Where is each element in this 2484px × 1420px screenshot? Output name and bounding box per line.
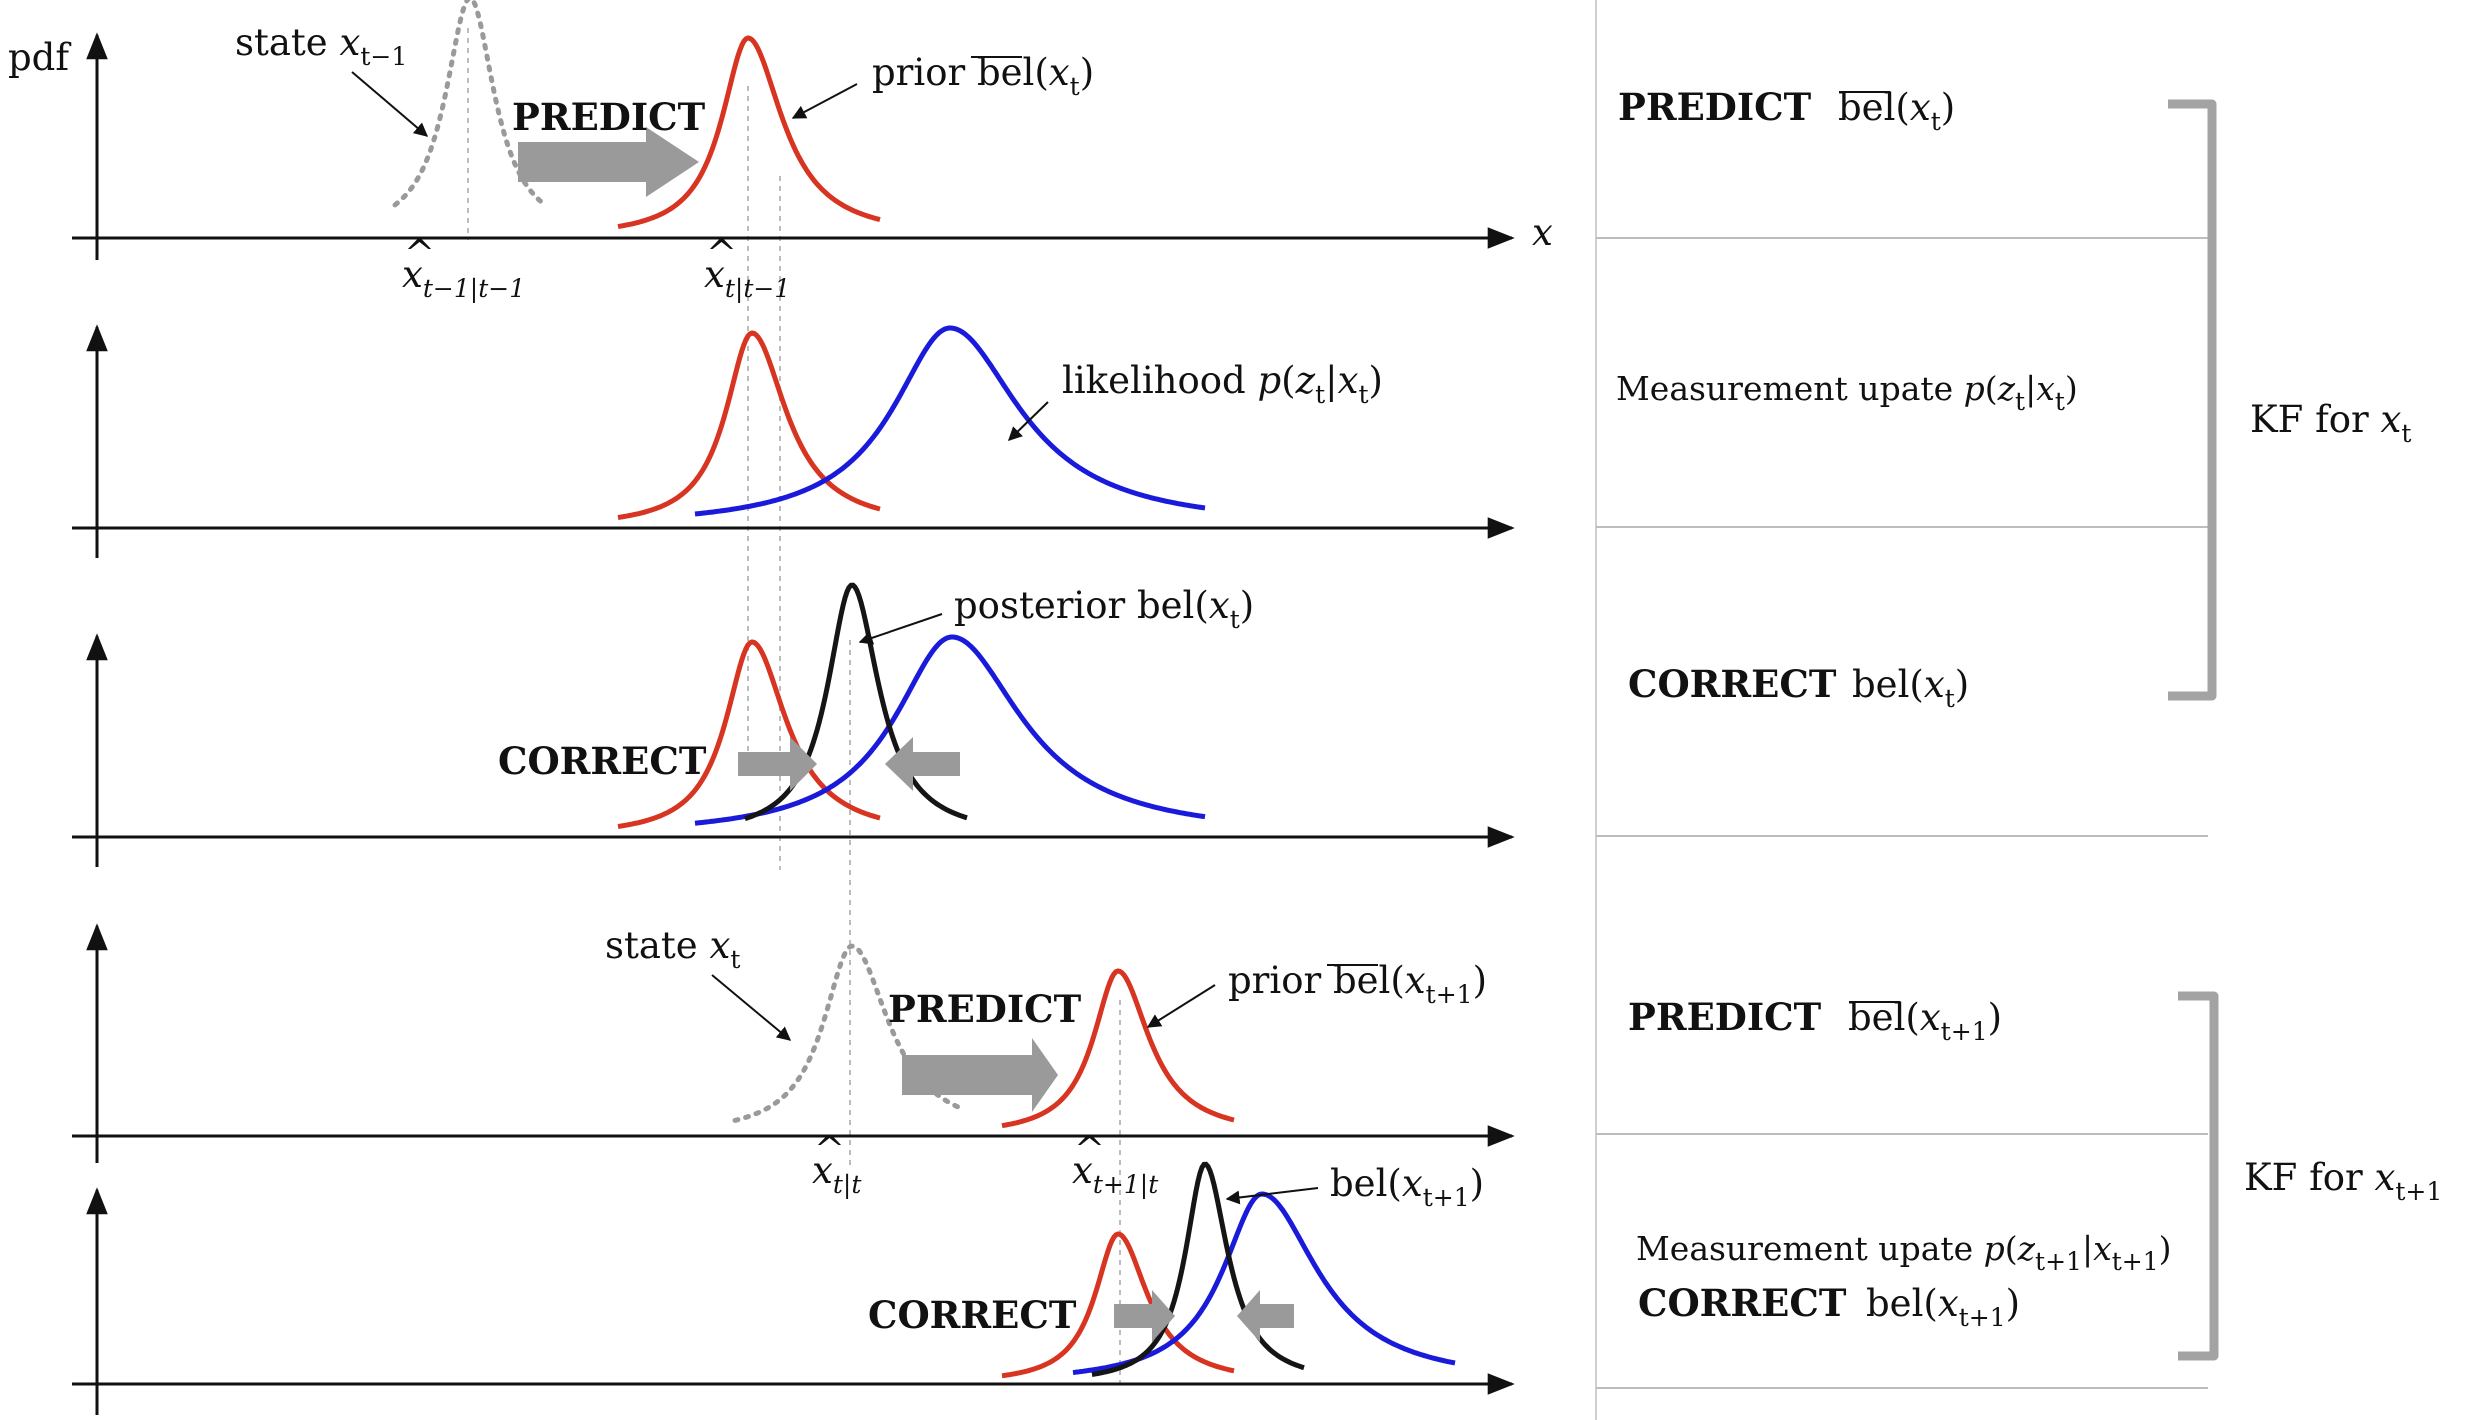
- axes: [72, 32, 1515, 1415]
- prior-curve-panel-3: [617, 639, 881, 829]
- xhat-pred-hat: ^: [706, 232, 737, 275]
- predict-arrow-2: [902, 1038, 1058, 1112]
- posterior-next-curve-panel-5: [1091, 1161, 1305, 1377]
- pointer-state-prev: [351, 71, 429, 137]
- xhat-prev-hat: ^: [404, 232, 435, 275]
- pointer-posterior: [858, 613, 943, 645]
- correct-arrow-left-in-2: [1114, 1290, 1175, 1342]
- guide-lines: [467, 28, 1121, 1390]
- bracket-kf-xt: [2168, 99, 2217, 701]
- pointer-bel-next: [1225, 1187, 1319, 1205]
- pointer-arrows: [351, 71, 1319, 1205]
- state-current-label: state xt: [605, 924, 740, 974]
- right-correct-label: CORRECT: [1628, 662, 1837, 706]
- correct-label-2: CORRECT: [868, 1293, 1077, 1337]
- correct-arrow-right-in-2: [1237, 1290, 1294, 1342]
- correct-arrow-right-in: [885, 737, 960, 791]
- right-measurement-label-2: Measurement upate p(zt+1|xt+1): [1636, 1229, 2171, 1276]
- xhat-next-label: xt+1|t: [1072, 1149, 1159, 1200]
- prior-next-label: prior bel(xt+1): [1228, 959, 1487, 1009]
- xhat-post-label: xt|t: [812, 1149, 862, 1200]
- prior-curve-panel-1: [617, 35, 881, 230]
- curves: [392, 0, 1456, 1379]
- correct-label-1: CORRECT: [498, 739, 707, 783]
- right-correct-bel: bel(xt): [1852, 663, 1969, 713]
- xhat-post-hat: ^: [814, 1128, 845, 1171]
- posterior-label: posterior bel(xt): [954, 584, 1254, 634]
- predict-label-2: PREDICT: [888, 987, 1082, 1031]
- prior-next-curve-panel-5: [1001, 1231, 1235, 1379]
- right-measurement-label: Measurement upate p(zt|xt): [1616, 369, 2078, 416]
- state-prev-label: state xt−1: [235, 21, 407, 71]
- right-predict-bel: bel(xt): [1838, 86, 1955, 136]
- right-correct-label-2: CORRECT: [1638, 1281, 1847, 1325]
- predict-arrow-1: [518, 127, 699, 197]
- gray-arrows: [518, 127, 1294, 1342]
- pointer-likelihood: [1007, 401, 1049, 441]
- x-axis-label: x: [1532, 211, 1553, 254]
- pdf-label: pdf: [8, 36, 71, 79]
- posterior-curve-panel-3: [744, 582, 968, 821]
- likelihood-label: likelihood p(zt|xt): [1062, 359, 1383, 409]
- right-predict-bel-2: bel(xt+1): [1848, 996, 2002, 1046]
- likelihood-curve-panel-2: [694, 325, 1206, 517]
- bracket-kf-xt1: [2178, 991, 2219, 1361]
- xhat-prev-label: xt−1|t−1: [402, 253, 525, 304]
- left-labels: pdf x state xt−1 PREDICT prior bel(xt) x…: [8, 21, 1553, 1337]
- pointer-prior-next: [1146, 984, 1216, 1028]
- right-correct-bel-2: bel(xt+1): [1866, 1282, 2020, 1332]
- right-predict-label-2: PREDICT: [1628, 995, 1822, 1039]
- bel-next-label: bel(xt+1): [1330, 1162, 1484, 1212]
- kf-for-xt-label: KF for xt: [2250, 398, 2411, 448]
- likelihood-curve-panel-3: [694, 634, 1206, 826]
- pointer-prior: [791, 83, 858, 119]
- xhat-next-hat: ^: [1074, 1128, 1105, 1171]
- right-panel: PREDICT bel(xt) Measurement upate p(zt|x…: [1595, 0, 2442, 1420]
- prior-curve-panel-2: [617, 330, 881, 520]
- correct-arrow-left-in: [738, 737, 817, 791]
- right-predict-label: PREDICT: [1618, 85, 1812, 129]
- predict-label-1: PREDICT: [512, 95, 706, 139]
- prior-next-curve-panel-4: [1001, 968, 1235, 1129]
- xhat-pred-label: xt|t−1: [704, 253, 790, 304]
- prior-label-1: prior bel(xt): [872, 51, 1094, 101]
- kf-for-xt1-label: KF for xt+1: [2244, 1156, 2442, 1206]
- pointer-state-current: [711, 974, 792, 1041]
